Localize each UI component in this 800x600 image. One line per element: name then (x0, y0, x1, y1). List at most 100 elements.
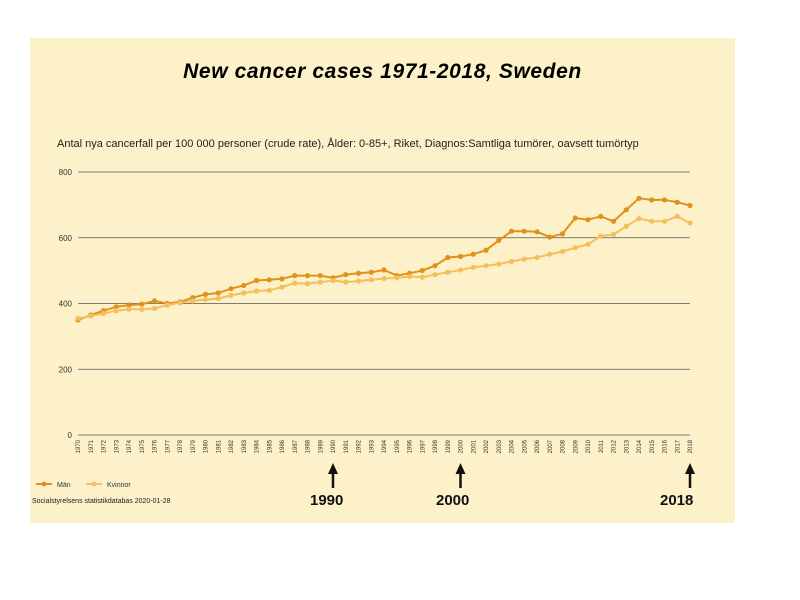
x-tick-label-2006: 2006 (535, 439, 541, 453)
legend-marker-man (41, 481, 47, 487)
data-point-kvinnor-2014 (636, 216, 642, 222)
legend-label-kvinnor: Kvinnor (107, 482, 131, 489)
data-point-man-1989 (317, 272, 323, 279)
x-tick-label-2003: 2003 (497, 439, 503, 453)
x-tick-label-1982: 1982 (229, 439, 235, 453)
data-point-kvinnor-1976 (151, 305, 158, 312)
x-tick-label-2009: 2009 (573, 439, 579, 453)
data-point-kvinnor-1991 (343, 279, 349, 285)
x-tick-label-2002: 2002 (484, 439, 490, 453)
data-point-kvinnor-1985 (266, 287, 272, 293)
arrow-head-2018 (685, 463, 695, 474)
data-point-kvinnor-1989 (317, 279, 323, 285)
source-note: Socialstyrelsens statistikdatabas 2020-0… (32, 498, 171, 505)
x-tick-label-1983: 1983 (242, 439, 248, 453)
x-tick-label-1979: 1979 (191, 439, 197, 453)
data-point-man-2015 (649, 197, 655, 203)
x-tick-label-2010: 2010 (586, 439, 592, 453)
annotation-label-2000: 2000 (436, 492, 470, 509)
data-point-man-1984 (253, 277, 260, 284)
x-tick-label-2014: 2014 (637, 439, 643, 453)
data-point-kvinnor-2007 (547, 251, 553, 257)
data-point-kvinnor-2002 (483, 263, 489, 269)
x-tick-label-1996: 1996 (408, 439, 414, 453)
arrow-head-2000 (455, 463, 466, 474)
data-point-man-1975 (139, 301, 145, 307)
x-tick-label-2005: 2005 (522, 439, 528, 453)
x-tick-label-1973: 1973 (114, 439, 120, 453)
data-point-man-1998 (432, 263, 438, 269)
y-tick-label-600: 600 (59, 234, 73, 243)
data-point-man-1997 (419, 268, 425, 274)
data-point-man-1980 (202, 291, 209, 297)
data-point-kvinnor-1982 (228, 292, 234, 298)
line-chart: 0 200 400 600 800 1970 1971 1972 1973 1974 1975 197… (36, 168, 695, 489)
data-point-kvinnor-1974 (126, 306, 132, 312)
data-point-kvinnor-2015 (649, 218, 655, 224)
x-tick-label-2013: 2013 (624, 439, 630, 453)
data-point-kvinnor-1972 (100, 310, 107, 316)
x-tick-label-2017: 2017 (675, 439, 681, 453)
x-tick-label-1998: 1998 (433, 439, 439, 453)
x-tick-label-1986: 1986 (280, 439, 286, 453)
data-point-kvinnor-1996 (406, 273, 413, 280)
x-tick-label-1970: 1970 (76, 439, 82, 453)
data-point-kvinnor-1995 (394, 275, 400, 281)
y-tick-label-200: 200 (59, 365, 73, 374)
x-tick-label-1997: 1997 (420, 439, 426, 453)
data-point-kvinnor-2000 (457, 267, 464, 273)
data-point-man-2001 (470, 251, 476, 257)
data-point-kvinnor-1970 (75, 315, 81, 321)
data-point-man-1993 (368, 269, 374, 275)
data-point-kvinnor-1977 (164, 302, 170, 308)
legend-marker-kvinnor (91, 481, 97, 487)
data-point-kvinnor-1999 (445, 269, 451, 275)
data-point-kvinnor-1971 (88, 313, 94, 319)
data-point-man-1981 (215, 290, 221, 296)
data-point-kvinnor-1987 (292, 280, 298, 286)
data-point-man-2003 (496, 237, 502, 243)
x-tick-label-1999: 1999 (446, 439, 452, 453)
x-tick-label-1972: 1972 (102, 439, 108, 453)
data-point-man-2008 (559, 231, 566, 237)
data-point-kvinnor-1979 (190, 298, 196, 304)
x-tick-label-1988: 1988 (306, 439, 312, 453)
data-point-man-1999 (445, 254, 451, 261)
chart-title: New cancer cases 1971-2018, Sweden (183, 60, 582, 83)
data-point-man-2004 (508, 228, 515, 234)
data-point-kvinnor-2009 (572, 245, 578, 251)
data-point-kvinnor-1997 (419, 274, 425, 280)
data-point-kvinnor-2004 (508, 258, 515, 265)
data-point-kvinnor-1998 (432, 271, 438, 278)
data-point-kvinnor-1988 (304, 281, 311, 287)
x-tick-label-2015: 2015 (650, 439, 656, 453)
data-point-kvinnor-2008 (559, 248, 566, 255)
data-point-kvinnor-2017 (674, 213, 680, 219)
x-tick-label-1984: 1984 (255, 439, 261, 453)
x-tick-label-1985: 1985 (267, 439, 273, 453)
data-point-kvinnor-2006 (534, 254, 540, 261)
x-tick-label-2008: 2008 (561, 439, 567, 453)
x-tick-label-2011: 2011 (599, 439, 605, 453)
annotation-label-1990: 1990 (310, 492, 344, 509)
data-point-kvinnor-1981 (215, 295, 221, 302)
data-point-man-2007 (547, 234, 553, 240)
data-point-kvinnor-2016 (661, 218, 668, 224)
data-point-man-1974 (126, 302, 132, 308)
legend-label-man: Män (57, 482, 71, 489)
arrow-head-1990 (328, 463, 338, 474)
x-tick-label-2004: 2004 (510, 439, 516, 453)
x-tick-label-1990: 1990 (331, 439, 337, 453)
data-point-man-1982 (228, 286, 234, 292)
x-tick-label-2007: 2007 (548, 439, 554, 453)
data-point-kvinnor-1984 (253, 288, 260, 294)
data-point-man-1986 (279, 276, 285, 282)
x-tick-label-2018: 2018 (688, 439, 694, 453)
x-tick-label-1977: 1977 (165, 439, 171, 453)
x-tick-label-1981: 1981 (216, 439, 222, 453)
data-point-kvinnor-2013 (623, 223, 629, 229)
data-point-man-2014 (636, 195, 642, 201)
data-point-man-1983 (241, 282, 247, 289)
x-tick-label-1980: 1980 (204, 439, 210, 453)
chart-subtitle: Antal nya cancerfall per 100 000 persone… (57, 138, 639, 150)
